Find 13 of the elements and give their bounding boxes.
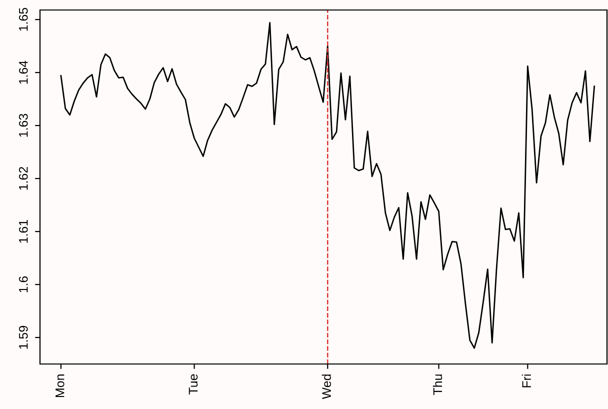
y-tick-label: 1.62 (18, 166, 28, 190)
x-tick-label: Fri (522, 374, 531, 388)
y-tick-label: 1.61 (18, 220, 28, 243)
y-tick-label: 1.6 (18, 276, 28, 292)
y-tick-label: 1.64 (18, 60, 28, 84)
y-tick-label: 1.59 (18, 326, 28, 349)
line-series (60, 22, 596, 349)
y-tick-label: 1.63 (18, 114, 28, 137)
x-tick-label: Thu (432, 374, 442, 395)
x-tick-label: Tue (188, 374, 198, 395)
y-tick-label: 1.65 (18, 8, 28, 31)
x-tick-label: Wed (322, 374, 331, 400)
x-tick-label: Mon (56, 374, 64, 398)
